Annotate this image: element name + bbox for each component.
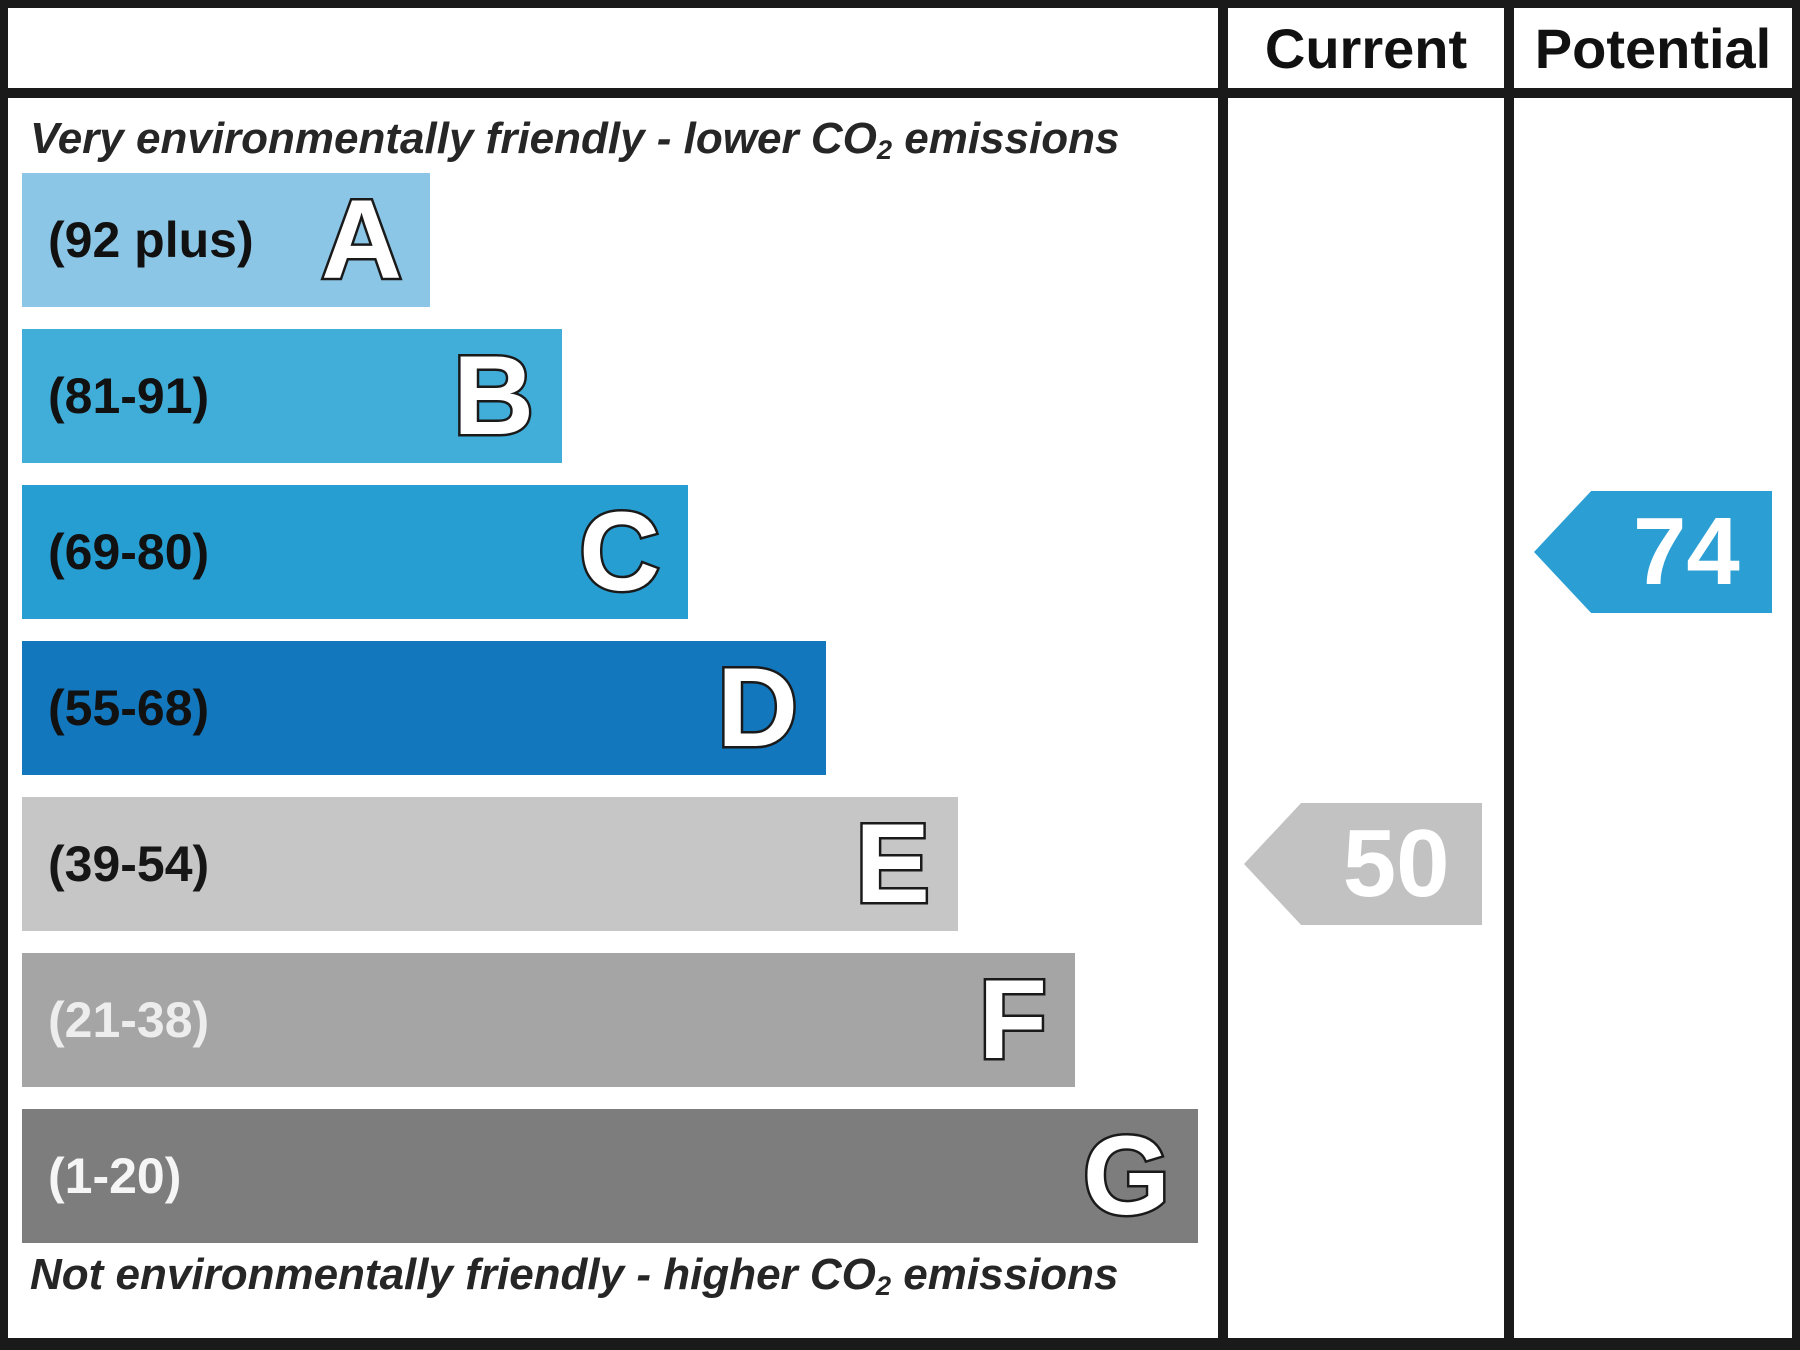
bottom-caption-text: Not environmentally friendly - higher CO: [30, 1250, 876, 1299]
band-letter-f: F: [976, 957, 1049, 1082]
current-rating-arrow: 50: [1244, 803, 1482, 925]
band-range-label: (92 plus): [48, 212, 254, 268]
band-range-label: (69-80): [48, 524, 210, 580]
potential-header: Potential: [1514, 8, 1792, 98]
band-row-e: (39-54) E: [22, 797, 958, 931]
current-rating-value: 50: [1342, 810, 1450, 917]
bottom-caption: Not environmentally friendly - higher CO…: [30, 1250, 1210, 1301]
potential-column: Potential 74: [1514, 8, 1792, 1338]
band-range-label: (21-38): [48, 992, 210, 1048]
current-column-body: 50: [1228, 98, 1504, 1338]
band-row-c: (69-80) C: [22, 485, 688, 619]
co2-subscript: 2: [875, 1270, 892, 1301]
band-letter-d: D: [715, 645, 801, 770]
potential-column-body: 74: [1514, 98, 1792, 1338]
band-letter-e: E: [853, 801, 933, 926]
column-divider: [1504, 8, 1514, 1338]
band-letter-g: G: [1080, 1113, 1172, 1238]
potential-rating-arrow: 74: [1534, 491, 1772, 613]
current-column: Current 50: [1228, 8, 1504, 1338]
band-range-label: (39-54): [48, 836, 210, 892]
column-divider: [1218, 8, 1228, 1338]
band-row-g: (1-20) G: [22, 1109, 1198, 1243]
current-header-label: Current: [1264, 16, 1468, 80]
band-row-b: (81-91) B: [22, 329, 562, 463]
header-spacer-cell: [8, 8, 1218, 98]
potential-header-label: Potential: [1534, 16, 1772, 80]
band-range-label: (1-20): [48, 1148, 182, 1204]
band-row-f: (21-38) F: [22, 953, 1075, 1087]
band-letter-a: A: [319, 177, 405, 302]
band-range-label: (81-91): [48, 368, 210, 424]
band-row-a: (92 plus) A: [22, 173, 430, 307]
band-letter-b: B: [451, 333, 537, 458]
top-caption: Very environmentally friendly - lower CO…: [30, 114, 1210, 165]
bottom-caption-suffix: emissions: [891, 1250, 1119, 1299]
top-caption-suffix: emissions: [892, 114, 1120, 163]
band-letter-c: C: [577, 489, 663, 614]
current-header: Current: [1228, 8, 1504, 98]
rating-scale-body: Very environmentally friendly - lower CO…: [8, 98, 1218, 1338]
potential-rating-value: 74: [1632, 498, 1740, 605]
band-range-label: (55-68): [48, 680, 210, 736]
band-row-d: (55-68) D: [22, 641, 826, 775]
co2-subscript: 2: [876, 134, 892, 165]
rating-scale-column: Very environmentally friendly - lower CO…: [8, 8, 1218, 1338]
top-caption-text: Very environmentally friendly - lower CO: [30, 114, 877, 163]
